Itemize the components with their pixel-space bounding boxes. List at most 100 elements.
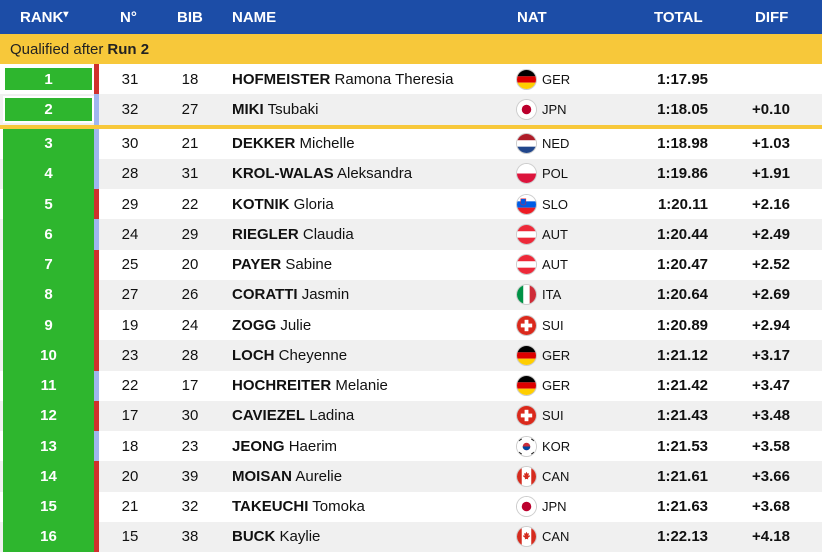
bib-cell: 20 [181, 256, 199, 274]
table-row[interactable]: 5 29 22 KOTNIK Gloria SLO 1:20.11 +2.16 [0, 189, 822, 220]
nat-column-header: NAT [517, 8, 547, 26]
qualified-run: Run 2 [107, 40, 150, 58]
jpn-flag-icon [517, 497, 536, 517]
athlete-last-name: KROL-WALAS [232, 165, 334, 183]
table-row[interactable]: 3 30 21 DEKKER Michelle NED 1:18.98 +1.03 [0, 128, 822, 159]
rank-cell: 3 [3, 128, 94, 159]
athlete-first-name: Claudia [302, 225, 354, 243]
rank-cell: 13 [3, 431, 94, 462]
ita-flag-icon [517, 285, 536, 305]
ger-flag-icon [517, 345, 536, 365]
athlete-name-link[interactable]: MIKI Tsubaki [232, 101, 318, 118]
rank-cell: 9 [3, 310, 94, 341]
table-row[interactable]: 10 23 28 LOCH Cheyenne GER 1:21.12 +3.17 [0, 340, 822, 371]
run-indicator-bar [94, 340, 99, 371]
athlete-name-link[interactable]: CAVIEZEL Ladina [232, 407, 354, 424]
athlete-last-name: ZOGG [232, 316, 277, 334]
nation-cell: CAN [517, 466, 570, 486]
athlete-first-name: Kaylie [279, 528, 321, 546]
rank-cell: 10 [3, 340, 94, 371]
nation-cell: JPN [517, 99, 567, 119]
rank-cell: 1 [3, 66, 94, 93]
diff-cell: +1.03 [752, 135, 790, 153]
table-row[interactable]: 14 20 39 MOISAN Aurelie CAN 1:21.61 +3.66 [0, 461, 822, 492]
athlete-name-link[interactable]: TAKEUCHI Tomoka [232, 498, 365, 515]
diff-cell: +3.47 [752, 377, 790, 395]
can-flag-icon [517, 466, 536, 486]
table-row[interactable]: 11 22 17 HOCHREITER Melanie GER 1:21.42 +3.47 [0, 370, 822, 401]
table-row[interactable]: 2 32 27 MIKI Tsubaki JPN 1:18.05 +0.10 [0, 94, 822, 125]
athlete-name-link[interactable]: KROL-WALAS Aleksandra [232, 165, 412, 182]
bib-cell: 22 [181, 195, 199, 213]
nation-code: NED [542, 136, 570, 152]
athlete-name-link[interactable]: MOISAN Aurelie [232, 468, 342, 485]
nation-cell: GER [517, 376, 570, 396]
total-time-cell: 1:20.64 [657, 286, 708, 304]
sui-flag-icon [517, 315, 536, 335]
rank-column-header[interactable]: RANK▾ [20, 8, 69, 26]
athlete-name-link[interactable]: CORATTI Jasmin [232, 286, 349, 303]
athlete-last-name: JEONG [232, 437, 285, 455]
total-time-cell: 1:20.44 [657, 225, 708, 243]
nation-code: SUI [542, 408, 564, 424]
athlete-last-name: HOCHREITER [232, 377, 332, 395]
bib-cell: 21 [181, 135, 199, 153]
table-row[interactable]: 16 15 38 BUCK Kaylie CAN 1:22.13 +4.18 [0, 521, 822, 552]
diff-cell: +2.16 [752, 195, 790, 213]
bib-cell: 28 [181, 346, 199, 364]
athlete-first-name: Michelle [299, 135, 355, 153]
athlete-name-link[interactable]: RIEGLER Claudia [232, 226, 354, 243]
jpn-flag-icon [517, 99, 536, 119]
run-indicator-bar [94, 521, 99, 552]
nation-code: CAN [542, 468, 570, 484]
table-row[interactable]: 8 27 26 CORATTI Jasmin ITA 1:20.64 +2.69 [0, 279, 822, 310]
athlete-name-link[interactable]: ZOGG Julie [232, 317, 311, 334]
table-row[interactable]: 7 25 20 PAYER Sabine AUT 1:20.47 +2.52 [0, 249, 822, 280]
aut-flag-icon [517, 255, 536, 275]
name-column-header: NAME [232, 8, 277, 26]
start-number-cell: 32 [121, 100, 139, 118]
nation-cell: SUI [517, 315, 564, 335]
bib-cell: 23 [181, 437, 199, 455]
qualified-prefix: Qualified after [10, 40, 104, 58]
run-indicator-bar [94, 189, 99, 220]
athlete-first-name: Ramona Theresia [334, 70, 454, 88]
nation-code: ITA [542, 287, 562, 303]
table-row[interactable]: 13 18 23 JEONG Haerim KOR 1:21.53 +3.58 [0, 431, 822, 462]
table-row[interactable]: 12 17 30 CAVIEZEL Ladina SUI 1:21.43 +3.48 [0, 400, 822, 431]
table-row[interactable]: 1 31 18 HOFMEISTER Ramona Theresia GER 1:17.9… [0, 64, 822, 95]
athlete-name-link[interactable]: HOFMEISTER Ramona Theresia [232, 71, 453, 88]
athlete-name-link[interactable]: BUCK Kaylie [232, 528, 320, 545]
total-time-cell: 1:20.11 [657, 195, 708, 213]
table-row[interactable]: 9 19 24 ZOGG Julie SUI 1:20.89 +2.94 [0, 310, 822, 341]
athlete-name-link[interactable]: LOCH Cheyenne [232, 347, 347, 364]
table-row[interactable]: 6 24 29 RIEGLER Claudia AUT 1:20.44 +2.49 [0, 219, 822, 250]
table-row[interactable]: 4 28 31 KROL-WALAS Aleksandra POL 1:19.86 +1.9… [0, 158, 822, 189]
total-time-cell: 1:20.89 [657, 316, 708, 334]
nation-code: POL [542, 166, 569, 182]
bib-cell: 17 [181, 377, 199, 395]
total-time-cell: 1:22.13 [657, 528, 708, 546]
athlete-name-link[interactable]: JEONG Haerim [232, 438, 337, 455]
rank-cell: 16 [3, 521, 94, 552]
start-number-cell: 17 [121, 407, 139, 425]
start-number-cell: 20 [121, 467, 139, 485]
rank-cell: 4 [3, 158, 94, 189]
nation-cell: KOR [517, 436, 570, 456]
start-number-cell: 25 [121, 256, 139, 274]
nation-cell: CAN [517, 527, 569, 547]
total-time-cell: 1:18.98 [657, 135, 708, 153]
pol-flag-icon [517, 164, 536, 184]
athlete-name-link[interactable]: PAYER Sabine [232, 256, 332, 273]
athlete-name-link[interactable]: DEKKER Michelle [232, 135, 355, 152]
table-row[interactable]: 15 21 32 TAKEUCHI Tomoka JPN 1:21.63 +3.68 [0, 491, 822, 522]
athlete-name-link[interactable]: HOCHREITER Melanie [232, 377, 388, 394]
run-indicator-bar [94, 64, 99, 95]
nation-code: SUI [542, 317, 564, 333]
athlete-name-link[interactable]: KOTNIK Gloria [232, 196, 334, 213]
nation-code: AUT [542, 257, 568, 273]
ger-flag-icon [517, 376, 536, 396]
slo-flag-icon [517, 194, 536, 214]
start-number-cell: 19 [121, 316, 139, 334]
